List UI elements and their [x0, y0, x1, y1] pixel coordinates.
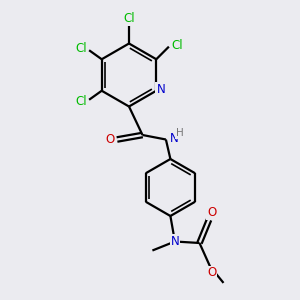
Text: Cl: Cl — [172, 39, 183, 52]
Text: Cl: Cl — [75, 95, 86, 108]
Text: N: N — [169, 132, 178, 146]
Text: O: O — [106, 133, 115, 146]
Text: O: O — [207, 206, 216, 220]
Text: Cl: Cl — [75, 42, 86, 55]
Text: N: N — [170, 235, 179, 248]
Text: Cl: Cl — [123, 11, 135, 25]
Text: N: N — [156, 83, 165, 96]
Text: O: O — [207, 266, 216, 280]
Text: H: H — [176, 128, 183, 138]
